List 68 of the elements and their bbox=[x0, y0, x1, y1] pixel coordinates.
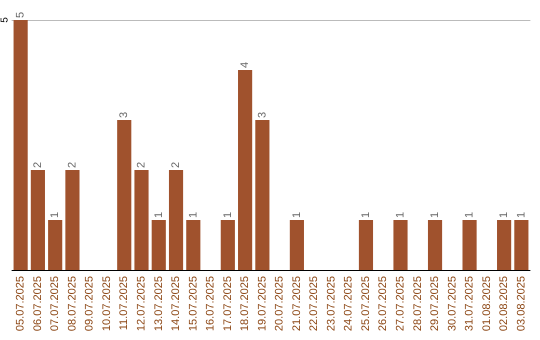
bar bbox=[48, 220, 62, 270]
bar bbox=[65, 170, 80, 270]
data-label: 1 bbox=[290, 212, 303, 218]
bar bbox=[238, 70, 252, 270]
x-tick-label: 26.07.2025 bbox=[377, 276, 390, 332]
x-tick-label: 23.07.2025 bbox=[325, 276, 338, 332]
x-tick-label: 21.07.2025 bbox=[290, 276, 303, 332]
data-label: 1 bbox=[222, 212, 234, 218]
x-tick-label: 17.07.2025 bbox=[222, 276, 234, 332]
x-tick-label: 06.07.2025 bbox=[32, 276, 44, 332]
bar bbox=[134, 170, 149, 270]
x-tick-label: 01.08.2025 bbox=[480, 276, 493, 332]
data-label: 2 bbox=[32, 162, 44, 168]
data-label: 1 bbox=[498, 212, 510, 218]
bar bbox=[255, 120, 270, 270]
bar bbox=[152, 220, 166, 270]
x-tick-label: 11.07.2025 bbox=[118, 276, 130, 330]
data-label: 1 bbox=[394, 212, 406, 218]
bar bbox=[462, 220, 477, 270]
x-tick-label: 28.07.2025 bbox=[412, 276, 424, 332]
x-tick-label: 20.07.2025 bbox=[274, 276, 286, 332]
x-tick-label: 07.07.2025 bbox=[49, 276, 62, 332]
data-label: 3 bbox=[256, 112, 268, 118]
bar bbox=[14, 20, 28, 270]
x-tick-label: 24.07.2025 bbox=[342, 276, 355, 332]
x-tick-label: 12.07.2025 bbox=[136, 276, 148, 332]
bar bbox=[220, 220, 235, 270]
bar bbox=[428, 220, 442, 270]
data-label: 1 bbox=[464, 212, 476, 218]
x-tick-label: 16.07.2025 bbox=[204, 276, 217, 332]
x-tick-label: 27.07.2025 bbox=[394, 276, 406, 332]
data-label: 1 bbox=[515, 212, 528, 218]
bar bbox=[290, 220, 304, 270]
x-tick-label: 13.07.2025 bbox=[152, 276, 165, 332]
x-tick-label: 25.07.2025 bbox=[360, 276, 372, 332]
data-label: 2 bbox=[170, 162, 182, 168]
x-tick-label: 15.07.2025 bbox=[187, 276, 200, 332]
x-tick-label: 30.07.2025 bbox=[446, 276, 458, 332]
data-label: 1 bbox=[187, 212, 200, 218]
data-label: 2 bbox=[136, 162, 148, 168]
bar bbox=[117, 120, 132, 270]
bar bbox=[393, 220, 408, 270]
bar bbox=[30, 170, 45, 270]
bar bbox=[186, 220, 200, 270]
x-tick-label: 05.07.2025 bbox=[14, 276, 27, 332]
bar bbox=[497, 220, 512, 270]
data-label: 1 bbox=[49, 212, 62, 218]
x-tick-label: 02.08.2025 bbox=[498, 276, 510, 332]
data-label: 1 bbox=[360, 212, 372, 218]
data-label: 3 bbox=[118, 112, 130, 118]
x-tick-label: 14.07.2025 bbox=[170, 276, 182, 332]
x-tick-label: 22.07.2025 bbox=[308, 276, 320, 332]
bar bbox=[168, 170, 184, 270]
x-tick-label: 19.07.2025 bbox=[256, 276, 268, 332]
data-label: 1 bbox=[429, 212, 442, 218]
data-label: 5 bbox=[0, 16, 10, 23]
data-label: 2 bbox=[66, 162, 78, 168]
bar bbox=[358, 220, 374, 270]
x-tick-label: 10.07.2025 bbox=[100, 276, 113, 332]
x-tick-label: 31.07.2025 bbox=[464, 276, 476, 332]
data-label: 1 bbox=[152, 212, 165, 218]
x-tick-label: 03.08.2025 bbox=[515, 276, 528, 332]
x-tick-label: 29.07.2025 bbox=[429, 276, 442, 332]
bar bbox=[514, 220, 528, 270]
x-tick-label: 08.07.2025 bbox=[66, 276, 78, 332]
data-label: 4 bbox=[239, 62, 252, 68]
x-tick-label: 09.07.2025 bbox=[84, 276, 96, 332]
x-tick-label: 18.07.2025 bbox=[239, 276, 252, 332]
